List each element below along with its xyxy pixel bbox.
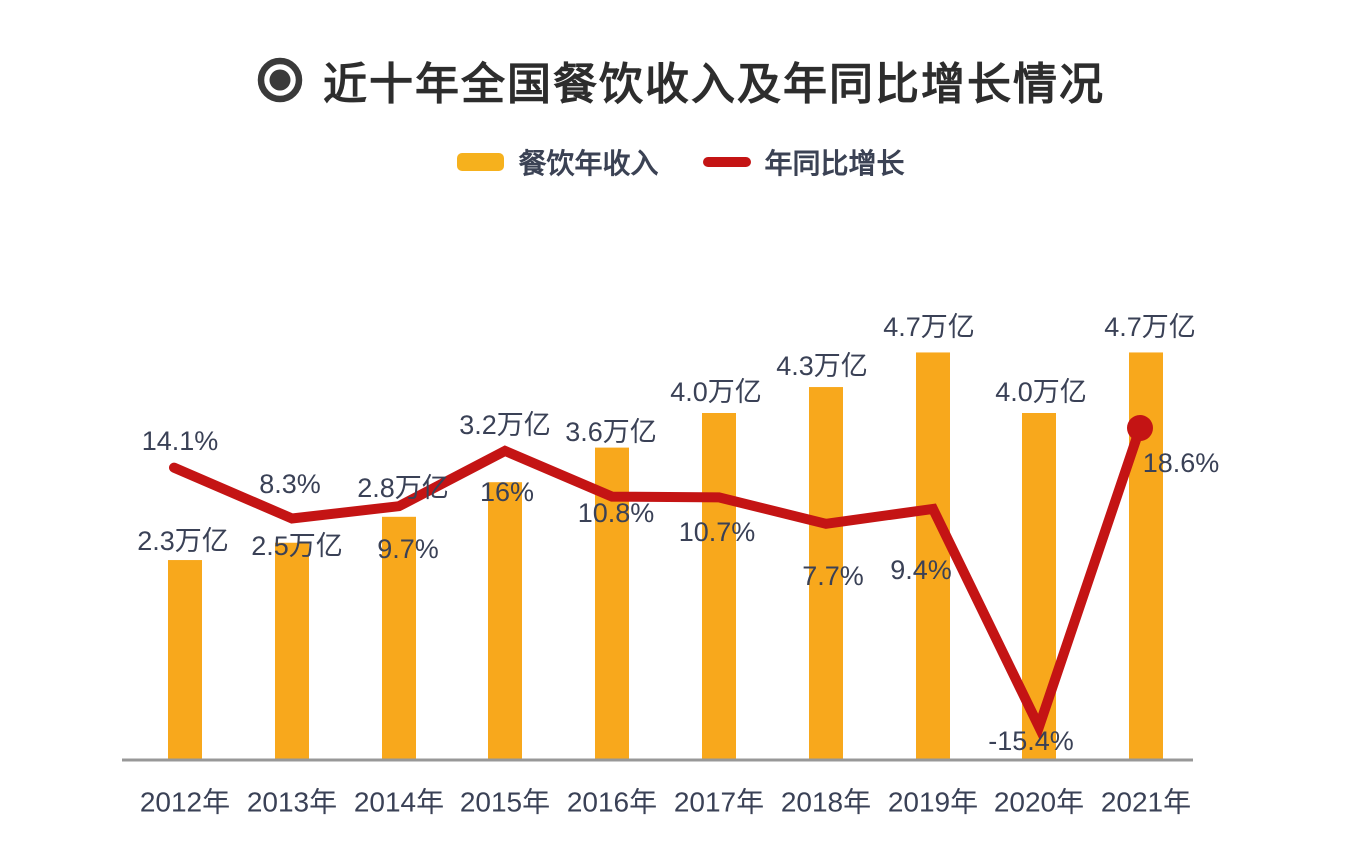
legend-item-revenue[interactable]: 餐饮年收入: [457, 142, 659, 182]
bar-value-label-2013: 2.5万亿: [251, 531, 343, 561]
growth-value-label-2019: 9.4%: [890, 555, 952, 585]
bar-2014: [382, 516, 416, 759]
x-axis-label-2014: 2014年: [354, 787, 444, 818]
bar-value-label-2019: 4.7万亿: [883, 312, 975, 342]
bar-value-label-2020: 4.0万亿: [995, 377, 1087, 407]
bar-series-swatch: [457, 153, 505, 171]
bar-2021: [1129, 352, 1163, 759]
growth-value-label-2018: 7.7%: [802, 561, 864, 591]
growth-value-label-2013: 8.3%: [259, 469, 321, 499]
legend-label-growth: 年同比增长: [764, 148, 905, 179]
bar-2019: [916, 352, 950, 759]
chart-title: 近十年全国餐饮收入及年同比增长情况: [323, 60, 1105, 109]
chart-header: 近十年全国餐饮收入及年同比增长情况: [0, 48, 1362, 112]
growth-value-label-2014: 9.7%: [377, 534, 439, 564]
x-axis-label-2013: 2013年: [247, 787, 337, 818]
x-axis-label-2012: 2012年: [140, 787, 230, 818]
bar-2013: [275, 542, 309, 759]
bullseye-icon: [257, 57, 303, 103]
bar-value-label-2018: 4.3万亿: [776, 351, 868, 381]
bar-2015: [488, 482, 522, 759]
chart-legend: 餐饮年收入 年同比增长: [0, 142, 1362, 182]
bar-2017: [702, 413, 736, 759]
growth-value-label-2016: 10.8%: [578, 498, 655, 528]
x-axis-label-2021: 2021年: [1101, 787, 1191, 818]
bar-value-label-2012: 2.3万亿: [137, 526, 229, 556]
x-axis-label-2015: 2015年: [460, 787, 550, 818]
bar-2018: [809, 387, 843, 759]
x-axis-label-2018: 2018年: [781, 787, 871, 818]
x-axis-label-2016: 2016年: [567, 787, 657, 818]
x-axis-label-2019: 2019年: [888, 787, 978, 818]
growth-value-label-2015: 16%: [480, 477, 534, 507]
line-series-swatch: [702, 157, 751, 167]
bar-2012: [168, 560, 202, 759]
growth-value-label-2017: 10.7%: [679, 517, 756, 547]
x-axis-label-2020: 2020年: [994, 787, 1084, 818]
bar-value-label-2021: 4.7万亿: [1104, 312, 1196, 342]
bar-value-label-2014: 2.8万亿: [357, 473, 449, 503]
legend-label-revenue: 餐饮年收入: [518, 148, 659, 179]
growth-value-label-2020: -15.4%: [988, 726, 1074, 756]
legend-item-growth[interactable]: 年同比增长: [702, 142, 905, 182]
growth-value-label-2021: 18.6%: [1143, 448, 1220, 478]
growth-line: [169, 423, 1145, 741]
x-axis-label-2017: 2017年: [674, 787, 764, 818]
growth-line-end-dot: [1127, 415, 1153, 441]
bar-value-label-2017: 4.0万亿: [670, 377, 762, 407]
growth-value-label-2012: 14.1%: [142, 426, 219, 456]
bar-value-label-2015: 3.2万亿: [459, 410, 551, 440]
bar-value-label-2016: 3.6万亿: [565, 417, 657, 447]
